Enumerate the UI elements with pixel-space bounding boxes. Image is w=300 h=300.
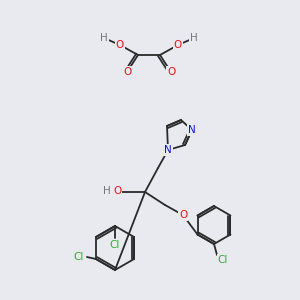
Text: O: O bbox=[123, 67, 131, 77]
Text: N: N bbox=[164, 145, 172, 155]
Text: H: H bbox=[190, 33, 198, 43]
Text: O: O bbox=[174, 40, 182, 50]
Text: H: H bbox=[100, 33, 108, 43]
Text: Cl: Cl bbox=[110, 240, 120, 250]
Text: O: O bbox=[179, 210, 187, 220]
Text: N: N bbox=[188, 125, 196, 135]
Text: O: O bbox=[116, 40, 124, 50]
Text: O: O bbox=[167, 67, 175, 77]
Text: H: H bbox=[103, 186, 111, 196]
Text: Cl: Cl bbox=[74, 252, 84, 262]
Text: O: O bbox=[113, 186, 121, 196]
Text: Cl: Cl bbox=[218, 255, 228, 265]
